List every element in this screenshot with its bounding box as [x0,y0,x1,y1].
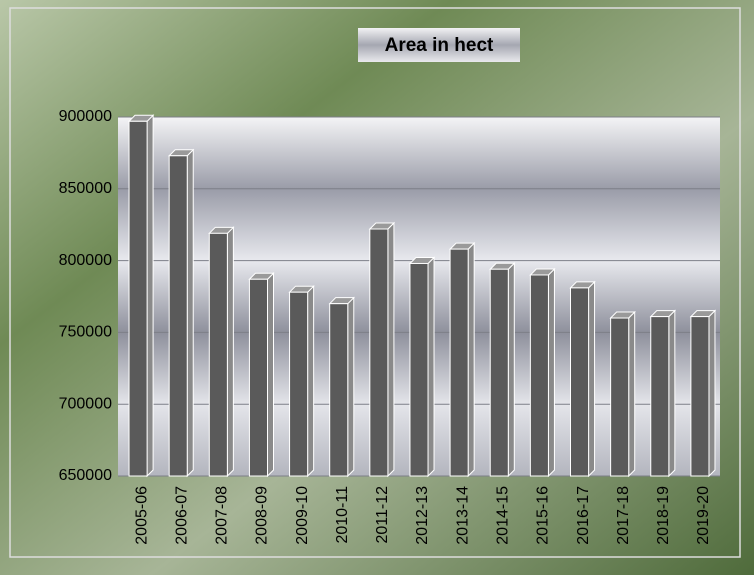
bar-side [547,267,555,478]
chart-frame [9,7,741,558]
bar [409,262,429,477]
bar-side [628,310,636,478]
bar [208,232,228,477]
y-tick-label: 900000 [59,108,112,125]
bar [449,248,469,477]
bar [690,316,710,477]
x-tick-label: 2011-12 [374,486,391,544]
bar-side [226,226,234,478]
x-tick-label: 2017-18 [615,486,632,545]
bar-side [186,148,194,478]
bar [489,268,509,477]
x-tick-label: 2014-15 [494,486,511,545]
bar-side [588,280,596,478]
x-tick-label: 2013-14 [454,486,471,545]
bar-side [387,221,395,478]
x-tick-label: 2009-10 [294,486,311,545]
bar [610,317,630,477]
x-tick-label: 2018-19 [655,486,672,545]
chart-title: Area in hect [385,35,494,56]
bar-side [507,262,515,478]
bar [289,291,309,477]
bar-side [467,241,475,478]
x-tick-label: 2012-13 [414,486,431,545]
bar [570,287,590,477]
bar [128,120,148,477]
bar-side [347,296,355,478]
x-tick-label: 2007-08 [214,486,231,545]
bar [369,228,389,477]
x-tick-label: 2010-11 [334,486,351,544]
bar-side [146,114,154,478]
bar-side [307,284,315,478]
x-tick-label: 2005-06 [133,486,150,545]
x-tick-label: 2016-17 [575,486,592,545]
bar [168,155,188,477]
y-tick-label: 650000 [59,467,112,484]
bar-side [427,256,435,478]
y-tick-label: 700000 [59,395,112,412]
bar [248,278,268,477]
y-tick-label: 750000 [59,324,112,341]
x-tick-label: 2006-07 [173,486,190,545]
bar-side [266,272,274,478]
title-box [358,28,520,62]
bar-side [708,309,716,478]
y-tick-label: 800000 [59,252,112,269]
bar [650,316,670,477]
bar [329,303,349,477]
x-tick-label: 2008-09 [254,486,271,545]
y-tick-label: 850000 [59,180,112,197]
x-tick-label: 2019-20 [695,486,712,545]
bar [529,274,549,477]
x-tick-label: 2015-16 [535,486,552,545]
bar-side [668,309,676,478]
